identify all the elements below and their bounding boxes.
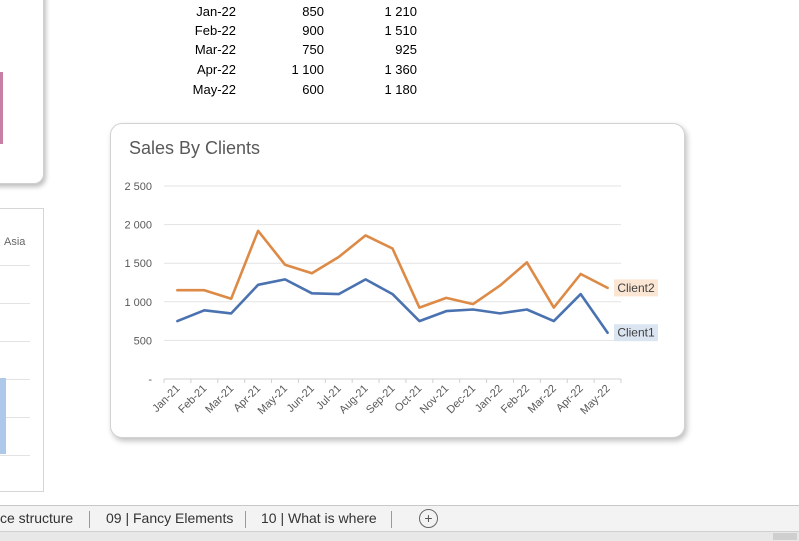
month-cell[interactable]: Feb-22 [194, 23, 236, 38]
client2-cell[interactable]: 1 360 [384, 62, 417, 77]
y-tick-label: 2 500 [124, 181, 152, 193]
client2-cell[interactable]: 925 [395, 42, 417, 57]
left-chart-card-bottom[interactable] [0, 208, 44, 492]
sales-chart[interactable]: Sales By Clients - 500 1 000 1 500 2 000 2 50… [110, 123, 685, 438]
gridline [0, 341, 30, 342]
y-tick-label: - [148, 374, 152, 386]
pink-bar [0, 72, 3, 144]
x-tick-label: Sep-21 [364, 383, 398, 417]
series-line-client2 [176, 229, 609, 309]
sheet-tab-bar: ce structure 09 | Fancy Elements 10 | Wh… [0, 505, 799, 532]
y-tick-label: 1 000 [124, 297, 152, 309]
x-tick-label: Mar-21 [203, 383, 236, 416]
x-tick-label: Mar-22 [526, 383, 559, 416]
tab-separator [89, 511, 90, 528]
legend-asia: Asia [4, 236, 26, 248]
add-sheet-icon[interactable]: + [419, 509, 438, 528]
gridline [0, 379, 30, 380]
x-tick-label: Aug-21 [337, 383, 371, 417]
gridline [0, 417, 30, 418]
month-cell[interactable]: Jan-22 [196, 4, 236, 19]
tab-separator [245, 511, 246, 528]
client1-cell[interactable]: 600 [302, 82, 324, 97]
series-label-bg [614, 324, 658, 342]
blue-bar [0, 378, 6, 454]
x-tick-label: Feb-21 [176, 383, 209, 416]
client1-cell[interactable]: 850 [302, 4, 324, 19]
sheet-tab-structure[interactable]: ce structure [0, 510, 74, 526]
gridline [0, 265, 30, 266]
client1-cell[interactable]: 900 [302, 23, 324, 38]
gridline [0, 303, 30, 304]
series-label-bg [614, 279, 658, 297]
client1-cell[interactable]: 750 [302, 42, 324, 57]
series-label-client2: Client2 [617, 281, 655, 295]
y-tick-label: 2 000 [124, 220, 152, 232]
gridline [0, 455, 30, 456]
left-chart-card-top[interactable] [0, 0, 44, 184]
client2-cell[interactable]: 1 180 [384, 82, 417, 97]
x-tick-label: May-22 [578, 383, 612, 417]
x-tick-label: Jun-21 [285, 383, 317, 415]
sheet-tab-what-is-where[interactable]: 10 | What is where [261, 510, 377, 526]
series-line-client1 [176, 278, 609, 334]
y-tick-label: 1 500 [124, 258, 152, 270]
client2-cell[interactable]: 1 210 [384, 4, 417, 19]
y-tick-label: 500 [134, 335, 152, 347]
client1-cell[interactable]: 1 100 [291, 62, 324, 77]
x-tick-label: Dec-21 [445, 383, 479, 417]
client2-cell[interactable]: 1 510 [384, 23, 417, 38]
x-tick-label: Nov-21 [418, 383, 452, 417]
page-layout-icon[interactable] [773, 533, 797, 540]
chart-title: Sales By Clients [129, 138, 261, 158]
month-cell[interactable]: Apr-22 [196, 62, 236, 77]
x-tick-label: Feb-22 [499, 383, 532, 416]
month-cell[interactable]: May-22 [192, 82, 236, 97]
series-label-client1: Client1 [617, 326, 655, 340]
tab-separator [391, 511, 392, 528]
status-bar [0, 531, 799, 541]
sheet-tab-fancy-elements[interactable]: 09 | Fancy Elements [106, 510, 234, 526]
month-cell[interactable]: Mar-22 [194, 42, 236, 57]
x-tick-label: May-21 [256, 383, 290, 417]
